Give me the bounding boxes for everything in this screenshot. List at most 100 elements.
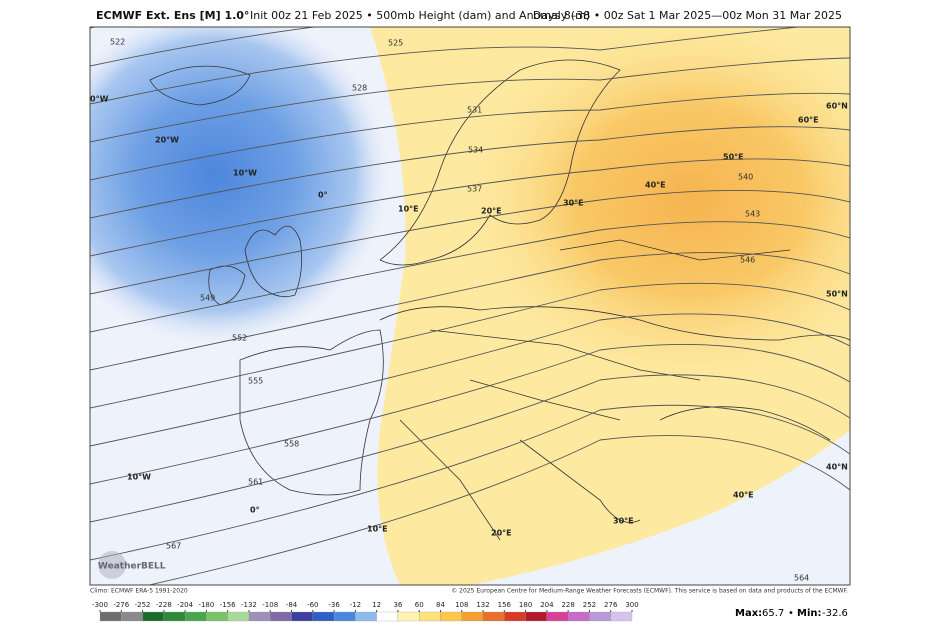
- colorbar-swatch: [227, 611, 250, 622]
- contour-line: [90, 27, 319, 67]
- colorbar-label: -204: [177, 601, 193, 609]
- contour-line: [90, 313, 850, 447]
- contour-line: [90, 57, 850, 143]
- colorbar-label: -276: [113, 601, 129, 609]
- climo-note: Climo: ECMWF ERA-5 1991-2020: [90, 588, 188, 595]
- grid-label: 10°E: [367, 525, 388, 534]
- coastlines: [149, 59, 850, 541]
- colorbar-swatch: [312, 611, 335, 622]
- colorbar-swatch: [610, 611, 633, 622]
- colorbar-label: 84: [436, 601, 445, 609]
- grid-label: 60°N: [826, 102, 848, 111]
- contour-line: [90, 344, 850, 485]
- colorbar-label: -36: [328, 601, 340, 609]
- contour-label: 534: [468, 146, 483, 155]
- contour-line: [90, 190, 850, 295]
- watermark: WeatherBELL: [98, 562, 166, 572]
- colorbar-label: 180: [519, 601, 532, 609]
- anomaly-max: [460, 27, 850, 390]
- contour-label: 522: [110, 38, 125, 47]
- colorbar-swatch: [121, 611, 143, 622]
- grid-label: 10°E: [398, 205, 419, 214]
- colorbar-label: 60: [415, 601, 424, 609]
- colorbar-label: -60: [307, 601, 318, 609]
- contour-label: 531: [467, 106, 482, 115]
- colorbar-label: 12: [372, 601, 381, 609]
- grid-label: 50°N: [826, 290, 848, 299]
- colorbar-swatch: [525, 611, 548, 622]
- colorbar-label: -132: [241, 601, 257, 609]
- colorbar-label: 204: [540, 601, 554, 609]
- colorbar-swatch: [248, 611, 271, 622]
- contour-label: 528: [352, 84, 367, 93]
- grid-label: 60°E: [798, 116, 819, 125]
- grid-label: 30°E: [563, 199, 584, 208]
- colorbar-label: 300: [625, 601, 638, 609]
- contour-label: 552: [232, 334, 247, 343]
- contour-label: 537: [467, 185, 482, 194]
- contour-label: 525: [388, 39, 403, 48]
- contour-label: 546: [740, 256, 755, 265]
- copyright: © 2025 European Centre for Medium-Range …: [451, 588, 848, 595]
- grid-label: 30°E: [613, 517, 634, 526]
- negative-anomaly: [90, 27, 390, 345]
- colorbar-swatch: [333, 611, 356, 622]
- map-frame: [89, 26, 851, 586]
- colorbar-swatch: [184, 611, 207, 622]
- contour-label: 540: [738, 173, 753, 182]
- colorbar-swatch: [589, 611, 611, 622]
- colorbar-label: -180: [198, 601, 214, 609]
- contour-line: [90, 252, 850, 371]
- colorbar-label: 36: [393, 601, 402, 609]
- contour-label: 549: [200, 294, 215, 303]
- contour-label: 567: [166, 542, 181, 551]
- contour-line: [90, 158, 850, 257]
- contour-line: [90, 221, 850, 333]
- colorbar-label: -300: [92, 601, 108, 609]
- colorbar-swatch: [99, 611, 122, 622]
- grid-label: 10°W: [127, 473, 151, 482]
- colorbar-swatch: [142, 611, 164, 622]
- contour-line: [90, 404, 850, 561]
- colorbar-swatch: [397, 611, 420, 622]
- max-value: 65.7: [762, 608, 784, 619]
- colorbar-swatch: [440, 611, 462, 622]
- grid-label: 10°W: [233, 169, 257, 178]
- grid-label: 50°E: [723, 153, 744, 162]
- colorbar-swatch: [291, 611, 313, 622]
- height-contours: [90, 27, 850, 585]
- contour-label: 564: [794, 574, 809, 583]
- title-model: ECMWF Ext. Ens [M] 1.0°: [96, 9, 249, 22]
- colorbar-swatch: [419, 611, 441, 622]
- colorbar-swatch: [568, 611, 590, 622]
- grid-label: 20°E: [491, 529, 512, 538]
- colorbar-label: -108: [262, 601, 278, 609]
- grid-label: 40°N: [826, 463, 848, 472]
- colorbar-swatch: [546, 611, 569, 622]
- colorbar-label: -84: [286, 601, 298, 609]
- colorbar-swatch: [376, 611, 399, 622]
- colorbar-swatch: [163, 611, 186, 622]
- contour-label: 561: [248, 478, 263, 487]
- grid-label: 20°W: [155, 136, 179, 145]
- map: 522 525 528 531 534 537 540 543 546 549 …: [90, 27, 850, 585]
- contour-label: 543: [745, 210, 760, 219]
- contour-label: 555: [248, 377, 263, 386]
- title-period: Days 8–38 • 00z Sat 1 Mar 2025—00z Mon 3…: [533, 9, 842, 22]
- colorbar-swatch: [270, 611, 292, 622]
- min-label: Min:: [797, 608, 822, 619]
- colorbar-label: 228: [561, 601, 574, 609]
- grid-label: 40°E: [733, 491, 754, 500]
- colorbar-label: -228: [156, 601, 172, 609]
- grid-label: 0°W: [90, 95, 109, 104]
- colorbar-swatch: [461, 611, 484, 622]
- separator: •: [788, 608, 794, 619]
- contour-line: [90, 282, 850, 409]
- colorbar-swatch: [504, 611, 526, 622]
- colorbar-swatch: [482, 611, 505, 622]
- colorbar-label: -252: [135, 601, 151, 609]
- colorbar-swatch: [206, 611, 228, 622]
- max-label: Max:: [735, 608, 762, 619]
- colorbar-label: 276: [604, 601, 618, 609]
- colorbar-swatch: [355, 611, 377, 622]
